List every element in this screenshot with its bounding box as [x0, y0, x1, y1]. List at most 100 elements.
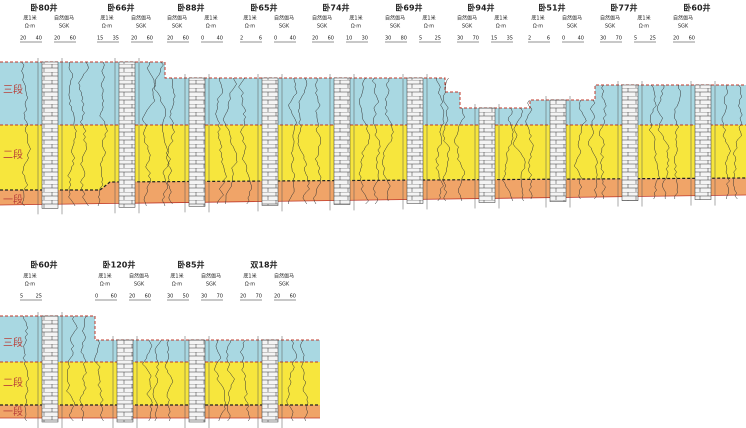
log-curve: [588, 99, 598, 200]
log-curve: [21, 61, 31, 207]
log-curve: [239, 339, 251, 422]
cell-label: 自然伽马: [54, 15, 74, 22]
log-curve: [222, 77, 238, 205]
scale-max: 60: [290, 294, 296, 300]
scale-min: 5: [419, 36, 422, 42]
layer-label: 一段: [3, 193, 23, 206]
scale-max: 25: [36, 294, 42, 300]
log-curve: [656, 84, 670, 200]
layer-label: 三段: [3, 336, 23, 349]
cell-label: 自然伽马: [131, 15, 151, 22]
cell-label: 底1米: [637, 15, 650, 22]
scale-max: 60: [183, 36, 189, 42]
cell-unit: SGK: [567, 24, 578, 30]
scale-max: 50: [183, 294, 189, 300]
log-curve: [141, 61, 157, 207]
log-curve: [502, 107, 514, 202]
cell-label: 底1米: [349, 15, 362, 22]
cell-unit: SGK: [172, 24, 183, 30]
well-name: 卧66井: [107, 3, 134, 13]
cell-unit: Ω·m: [351, 24, 361, 30]
lithology-column: [478, 107, 496, 203]
log-curve: [226, 339, 235, 422]
cell-label: 自然伽马: [167, 15, 187, 22]
scale-max: 60: [70, 36, 76, 42]
scale-min: 15: [491, 36, 497, 42]
layer-label: 三段: [3, 83, 23, 96]
lithology-column: [694, 84, 712, 200]
cell-unit: Ω·m: [496, 24, 506, 30]
log-curve: [94, 339, 104, 422]
log-curve: [358, 77, 371, 205]
log-curve: [382, 78, 394, 202]
log-curve: [66, 315, 78, 422]
lithology-column: [261, 339, 279, 423]
scale-max: 80: [401, 36, 407, 42]
cell-label: 自然伽马: [562, 15, 582, 22]
scale-min: 15: [97, 36, 103, 42]
scale-min: 20: [131, 36, 137, 42]
well-name: 卧65井: [250, 3, 277, 13]
log-curve: [525, 99, 534, 200]
lithology-column: [333, 77, 351, 205]
scale-min: 0: [95, 294, 98, 300]
log-curve: [153, 61, 170, 207]
log-curve: [142, 339, 153, 422]
layer-label: 二段: [3, 148, 23, 161]
log-curve: [288, 77, 298, 205]
lithology-column: [188, 339, 206, 423]
scale-max: 25: [435, 36, 441, 42]
scale-max: 60: [147, 36, 153, 42]
cell-label: 底1米: [422, 15, 435, 22]
cell-unit: Ω·m: [424, 24, 434, 30]
scale-max: 30: [362, 36, 368, 42]
cell-unit: SGK: [206, 282, 217, 288]
well-name: 卧74井: [322, 3, 349, 13]
log-curve: [78, 61, 89, 207]
lithology-column: [116, 339, 134, 423]
cell-unit: SGK: [605, 24, 616, 30]
cell-unit: SGK: [59, 24, 70, 30]
scale-min: 5: [634, 36, 637, 42]
cell-label: 底1米: [531, 15, 544, 22]
scale-min: 10: [346, 36, 352, 42]
cell-label: 底1米: [170, 273, 183, 280]
scale-max: 70: [473, 36, 479, 42]
log-curve: [286, 339, 297, 422]
well-name: 卧60井: [683, 3, 710, 13]
scale-max: 40: [217, 36, 223, 42]
lithology-column: [41, 61, 59, 209]
layer-two-band: [0, 362, 320, 405]
layer-label: 二段: [3, 376, 23, 389]
log-curve: [674, 84, 682, 199]
scale-min: 30: [201, 294, 207, 300]
cell-label: 底1米: [243, 15, 256, 22]
log-curve: [512, 107, 526, 202]
scale-max: 70: [616, 36, 622, 42]
scale-max: 60: [145, 294, 151, 300]
scale-min: 5: [20, 294, 23, 300]
cell-unit: SGK: [279, 282, 290, 288]
well-name: 卧77井: [610, 3, 637, 13]
cell-label: 底1米: [494, 15, 507, 22]
scale-max: 40: [36, 36, 42, 42]
scale-min: 2: [240, 36, 243, 42]
scale-min: 20: [20, 36, 26, 42]
log-curve: [721, 84, 731, 200]
log-curve: [97, 61, 108, 207]
lithology-column: [41, 315, 59, 423]
log-curve: [371, 77, 381, 205]
cell-unit: SGK: [317, 24, 328, 30]
cell-unit: Ω·m: [102, 24, 112, 30]
scale-max: 60: [328, 36, 334, 42]
cell-label: 自然伽马: [274, 273, 294, 280]
scale-max: 70: [256, 294, 262, 300]
scale-max: 60: [111, 294, 117, 300]
scale-max: 35: [113, 36, 119, 42]
cell-label: 自然伽马: [312, 15, 332, 22]
cell-label: 底1米: [23, 15, 36, 22]
cell-unit: Ω·m: [245, 24, 255, 30]
top-boundary: [0, 61, 746, 109]
scale-max: 25: [650, 36, 656, 42]
